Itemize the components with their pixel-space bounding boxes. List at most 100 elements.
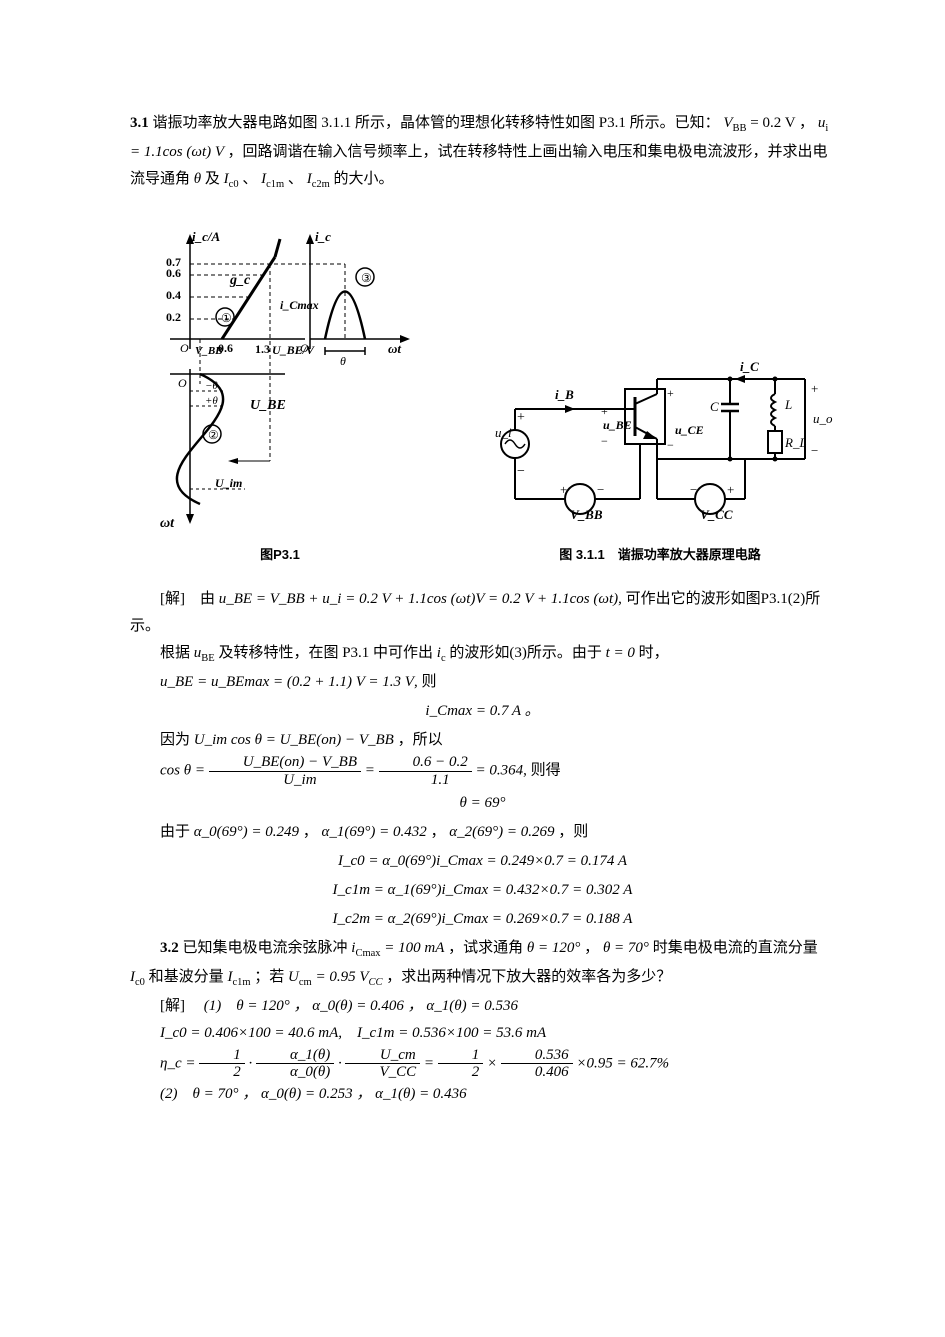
svg-text:①: ① bbox=[221, 311, 232, 325]
eq2: u_BE = u_BEmax = (0.2 + 1.1) V = 1.3 V bbox=[160, 674, 414, 690]
dot2: · bbox=[338, 1055, 346, 1071]
sol31-eq6: θ = 69° bbox=[130, 790, 835, 817]
svg-text:0.4: 0.4 bbox=[166, 288, 181, 302]
dot1: · bbox=[248, 1055, 256, 1071]
f1d: U_im bbox=[209, 772, 361, 789]
svg-text:−: − bbox=[597, 482, 604, 497]
ui-sub: i bbox=[825, 123, 828, 134]
svg-text:L: L bbox=[784, 397, 792, 412]
svg-text:−: − bbox=[601, 434, 608, 448]
vcc-sub: CC bbox=[369, 977, 383, 988]
eq5val: = 0.364 bbox=[476, 763, 524, 779]
frac1: U_BE(on) − V_BBU_im bbox=[209, 754, 361, 788]
svg-text:i_c: i_c bbox=[315, 229, 331, 244]
svg-text:0.2: 0.2 bbox=[166, 310, 181, 324]
figure-p31: i_c/A 0.7 0.6 0.4 0.2 g_c O V_BB 0.6 1.3… bbox=[130, 209, 430, 566]
svg-text:u_i: u_i bbox=[495, 425, 512, 440]
hd: 2 bbox=[199, 1064, 245, 1081]
vbb-sym: V bbox=[723, 115, 732, 131]
svg-text:u_o: u_o bbox=[813, 411, 833, 426]
r3: I_c2m = α_2(69°)i_Cmax = 0.269×0.7 = 0.1… bbox=[333, 911, 633, 927]
fnd: 0.406 bbox=[501, 1064, 573, 1081]
l3t: ，所以 bbox=[398, 732, 443, 748]
sol32-head: [解] (1) θ = 120° ， α_0(θ) = 0.406 ， α_1(… bbox=[130, 993, 835, 1020]
sol32-l1: (1) θ = 120° ， α_0(θ) = 0.406 ， α_1(θ) =… bbox=[204, 998, 518, 1014]
eq6: θ = 69° bbox=[460, 795, 506, 811]
svg-text:ωt: ωt bbox=[160, 516, 175, 531]
a0: α_0(69°) = 0.249 bbox=[194, 824, 299, 840]
figures-row: i_c/A 0.7 0.6 0.4 0.2 g_c O V_BB 0.6 1.3… bbox=[130, 209, 835, 566]
sol-head: [解] 由 bbox=[160, 591, 219, 607]
eq5lead: cos θ = bbox=[160, 763, 209, 779]
vbb-eq: = 0.2 V ， bbox=[747, 115, 815, 131]
sep2: 、 bbox=[284, 171, 303, 187]
ucm: U bbox=[288, 969, 299, 985]
svg-text:U_im: U_im bbox=[215, 476, 242, 490]
svg-text:+: + bbox=[517, 410, 525, 425]
t0: t = 0 bbox=[606, 645, 635, 661]
svg-text:③: ③ bbox=[361, 271, 372, 285]
p31-label: 3.1 bbox=[130, 115, 149, 131]
hd2: 2 bbox=[438, 1064, 484, 1081]
eq3c: i_Cmax = 0.7 A 。 bbox=[425, 703, 539, 719]
a1: α_1(69°) = 0.432 bbox=[322, 824, 427, 840]
fnn: 0.536 bbox=[501, 1047, 573, 1065]
r1: I_c0 = α_0(69°)i_Cmax = 0.249×0.7 = 0.17… bbox=[338, 853, 627, 869]
svg-text:O: O bbox=[178, 376, 187, 390]
th2: θ = 70° bbox=[603, 940, 649, 956]
figure-311: u_i + − V_BB + − i_B u_BE + − u_CE + bbox=[485, 349, 835, 566]
fud: V_CC bbox=[345, 1064, 420, 1081]
l4t: ，则 bbox=[558, 824, 588, 840]
svg-text:+: + bbox=[811, 381, 818, 396]
eta095: ×0.95 = 62.7% bbox=[576, 1055, 669, 1071]
f2n: 0.6 − 0.2 bbox=[379, 754, 472, 772]
sol31-l3: 因为 U_im cos θ = U_BE(on) − V_BB ，所以 bbox=[130, 727, 835, 754]
sol32-h: [解] bbox=[160, 998, 185, 1014]
eq2t: , 则 bbox=[414, 674, 437, 690]
svg-text:+: + bbox=[727, 482, 734, 497]
f1n: U_BE(on) − V_BB bbox=[209, 754, 361, 772]
svg-text:−: − bbox=[667, 438, 674, 452]
ucm-val: = 0.95 V bbox=[312, 969, 369, 985]
sol31-r1: I_c0 = α_0(69°)i_Cmax = 0.249×0.7 = 0.17… bbox=[130, 848, 835, 875]
fig-311-caption: 图 3.1.1 谐振功率放大器原理电路 bbox=[559, 543, 761, 566]
ic-sub: c bbox=[441, 653, 446, 664]
sol31-r3: I_c2m = α_2(69°)i_Cmax = 0.269×0.7 = 0.1… bbox=[130, 906, 835, 933]
l3: 因为 bbox=[160, 732, 194, 748]
vbb-sub: BB bbox=[733, 123, 747, 134]
p31-t1c: 及 bbox=[205, 171, 224, 187]
l2: I_c0 = 0.406×100 = 40.6 mA, I_c1m = 0.53… bbox=[160, 1025, 546, 1041]
fun: U_cm bbox=[345, 1047, 420, 1065]
svg-text:−: − bbox=[690, 482, 697, 497]
l2c: 的波形如(3)所示。由于 bbox=[449, 645, 605, 661]
fig-p31-svg: i_c/A 0.7 0.6 0.4 0.2 g_c O V_BB 0.6 1.3… bbox=[130, 209, 430, 539]
fra-a: α_1(θ)α_0(θ) bbox=[256, 1047, 334, 1081]
fig-311-svg: u_i + − V_BB + − i_B u_BE + − u_CE + bbox=[485, 349, 835, 539]
svg-text:θ: θ bbox=[340, 354, 346, 368]
ic1m-sub: c1m bbox=[266, 179, 284, 190]
f2d: 1.1 bbox=[379, 772, 472, 789]
eq4: U_im cos θ = U_BE(on) − V_BB bbox=[194, 732, 394, 748]
svg-text:+: + bbox=[560, 482, 567, 497]
sol32-l2: I_c0 = 0.406×100 = 40.6 mA, I_c1m = 0.53… bbox=[130, 1020, 835, 1047]
svg-text:g_c: g_c bbox=[229, 273, 251, 288]
theta: θ bbox=[194, 171, 201, 187]
l5: (2) θ = 70° ， α_0(θ) = 0.253 ， α_1(θ) = … bbox=[160, 1086, 467, 1102]
eqmid: = bbox=[424, 1055, 438, 1071]
half: 12 bbox=[199, 1047, 245, 1081]
r2: I_c1m = α_1(69°)i_Cmax = 0.432×0.7 = 0.3… bbox=[333, 882, 633, 898]
svg-text:V_CC: V_CC bbox=[700, 507, 733, 522]
sol31-l2: 根据 uBE 及转移特性，在图 P3.1 中可作出 ic 的波形如(3)所示。由… bbox=[130, 640, 835, 669]
p32-label: 3.2 bbox=[160, 940, 179, 956]
p31-t1a: 谐振功率放大器电路如图 3.1.1 所示，晶体管的理想化转移特性如图 P3.1 … bbox=[153, 115, 720, 131]
svg-text:O: O bbox=[300, 341, 309, 355]
p32-t6: ；若 bbox=[254, 969, 288, 985]
svg-text:i_c/A: i_c/A bbox=[192, 229, 220, 244]
sol31-eq5: cos θ = U_BE(on) − V_BBU_im = 0.6 − 0.21… bbox=[130, 754, 835, 788]
p32-t1: 已知集电极电流余弦脉冲 bbox=[183, 940, 352, 956]
a2: α_2(69°) = 0.269 bbox=[449, 824, 554, 840]
sol31-eq3: i_Cmax = 0.7 A 。 bbox=[130, 698, 835, 725]
svg-text:U_BE: U_BE bbox=[250, 398, 286, 413]
p32-ic1m-sub: c1m bbox=[232, 977, 250, 988]
svg-text:O: O bbox=[180, 341, 189, 355]
